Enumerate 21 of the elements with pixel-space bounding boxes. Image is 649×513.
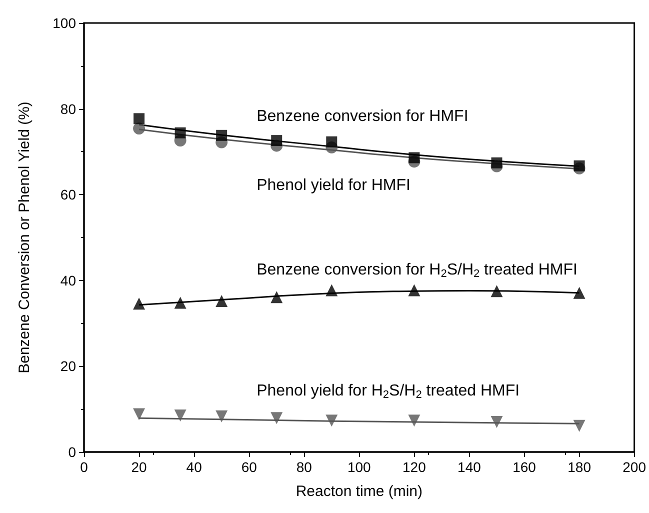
y-axis-title: Benzene Conversion or Phenol Yield (%) xyxy=(16,102,33,374)
y-tick-label: 80 xyxy=(60,100,76,117)
x-tick-label: 100 xyxy=(347,459,372,475)
x-tick-label: 0 xyxy=(80,459,88,475)
x-tick-label: 120 xyxy=(402,459,426,475)
y-tick-label: 40 xyxy=(60,272,76,288)
x-axis-title: Reacton time (min) xyxy=(296,483,423,500)
x-tick-label: 80 xyxy=(296,459,312,475)
x-tick-label: 20 xyxy=(131,459,148,475)
series-label: Benzene conversion for HMFI xyxy=(256,108,468,126)
series-label: Phenol yield for HMFI xyxy=(256,177,410,194)
x-tick-label: 160 xyxy=(512,459,536,475)
y-tick-label: 60 xyxy=(60,186,76,203)
x-tick-label: 40 xyxy=(186,459,202,475)
x-tick-label: 140 xyxy=(458,459,482,475)
y-tick-label: 20 xyxy=(60,358,76,374)
x-tick-label: 180 xyxy=(568,459,592,475)
x-tick-label: 60 xyxy=(241,459,258,475)
y-tick-label: 0 xyxy=(68,444,76,460)
y-tick-label: 100 xyxy=(52,15,76,31)
x-tick-label: 200 xyxy=(622,459,646,475)
